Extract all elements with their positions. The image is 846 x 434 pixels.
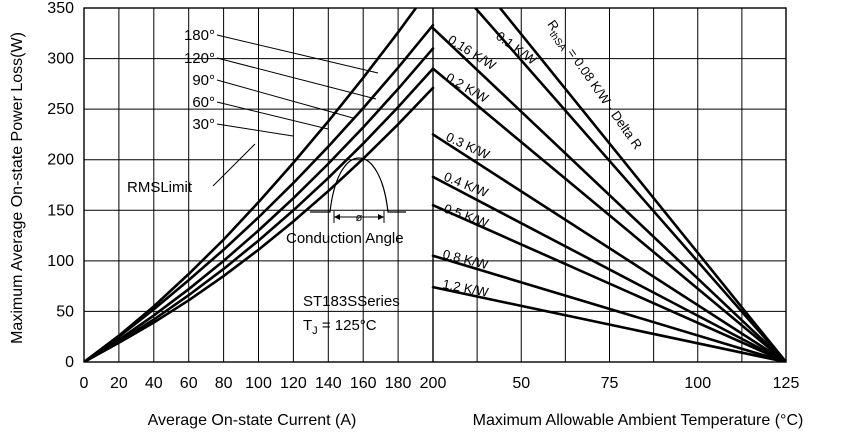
plot-frame: [83, 7, 787, 363]
series-leader-3: [216, 101, 329, 130]
series-line-1: [84, 23, 435, 362]
series-line-4: [84, 86, 435, 362]
series-leader-1: [216, 57, 377, 100]
y-tick-label: 50: [56, 303, 74, 320]
rthsa-line-label-8: 1.2 K/W: [441, 276, 490, 300]
rthsa-label: RthSA = 0.08 K/W - Delta R: [541, 17, 645, 154]
x-tick-label-left: 100: [245, 375, 272, 392]
y-tick-label: 350: [47, 0, 74, 17]
x-tick-label-left: 20: [110, 375, 128, 392]
conduction-angle-diagram: ø Conduction Angle: [286, 157, 406, 247]
rthsa-line-3: [431, 67, 786, 362]
arrow-left-head: [334, 214, 340, 220]
x-axis-title-left: Average On-state Current (A): [148, 412, 357, 429]
x-tick-label-left: 180: [385, 375, 412, 392]
conduction-symbol: ø: [356, 212, 363, 224]
series-line-3: [84, 67, 435, 362]
rthsa-line-6: [431, 203, 786, 362]
rms-limit-leader: [212, 143, 256, 187]
conduction-angle-label: Conduction Angle: [286, 230, 404, 247]
x-tick-label-left: 60: [180, 375, 198, 392]
series-label: ST183SSeries: [303, 293, 400, 310]
y-tick-label: 100: [47, 253, 74, 270]
series-label-3: 60°: [192, 94, 215, 111]
x-tick-label-left: 200: [420, 375, 447, 392]
rthsa-line-0: [498, 8, 786, 362]
x-tick-label-left: 40: [145, 375, 163, 392]
series-line-0: [84, 8, 418, 362]
grid: [83, 7, 787, 363]
series-line-2: [84, 47, 435, 362]
conduction-waveform: [310, 157, 406, 213]
series-leader-0: [216, 34, 379, 74]
x-tick-label-left: 0: [80, 375, 89, 392]
x-axis-title-right: Maximum Allowable Ambient Temperature (°…: [473, 412, 804, 429]
x-tick-label-left: 140: [315, 375, 342, 392]
tj-value: = 125°C: [318, 317, 377, 334]
rthsa-line-label-3: 0.2 K/W: [444, 70, 492, 106]
rthsa-line-5: [431, 175, 786, 362]
rthsa-line-2: [431, 26, 786, 362]
x-tick-label-right: 125: [773, 375, 800, 392]
series-label-4: 30°: [192, 116, 215, 133]
series-label-2: 90°: [192, 72, 215, 89]
x-tick-label-left: 120: [280, 375, 307, 392]
y-tick-label: 150: [47, 202, 74, 219]
series-leader-2: [216, 79, 354, 119]
curves: [84, 8, 786, 362]
x-tick-label-right: 50: [512, 375, 530, 392]
series-label-0: 180°: [184, 27, 215, 44]
x-tick-label-left: 160: [350, 375, 377, 392]
series-leader-4: [216, 123, 294, 137]
rthsa-line-4: [431, 133, 786, 362]
x-tick-label-right: 100: [684, 375, 711, 392]
arrow-right-head: [378, 214, 384, 220]
y-axis-title: Maximum Average On-state Power Loss(W): [9, 32, 26, 344]
x-tick-label-left: 80: [215, 375, 233, 392]
y-tick-label: 0: [65, 354, 74, 371]
rthsa-line-8: [431, 285, 786, 362]
y-tick-label: 300: [47, 51, 74, 68]
tj-subscript: J: [312, 325, 318, 337]
series-label-1: 120°: [184, 50, 215, 67]
rthsa-line-label-6: 0.5 K/W: [442, 201, 491, 231]
rthsa-line-7: [431, 254, 786, 362]
tj-label: TJ = 125°C: [303, 317, 377, 337]
rthsa-line-1: [474, 8, 786, 362]
y-tick-label: 250: [47, 101, 74, 118]
tj-t: T: [303, 317, 312, 334]
y-tick-label: 200: [47, 152, 74, 169]
x-tick-label-right: 75: [601, 375, 619, 392]
rms-limit-label: RMSLimit: [127, 179, 193, 196]
rthsa-line-label-7: 0.8 K/W: [441, 246, 490, 272]
